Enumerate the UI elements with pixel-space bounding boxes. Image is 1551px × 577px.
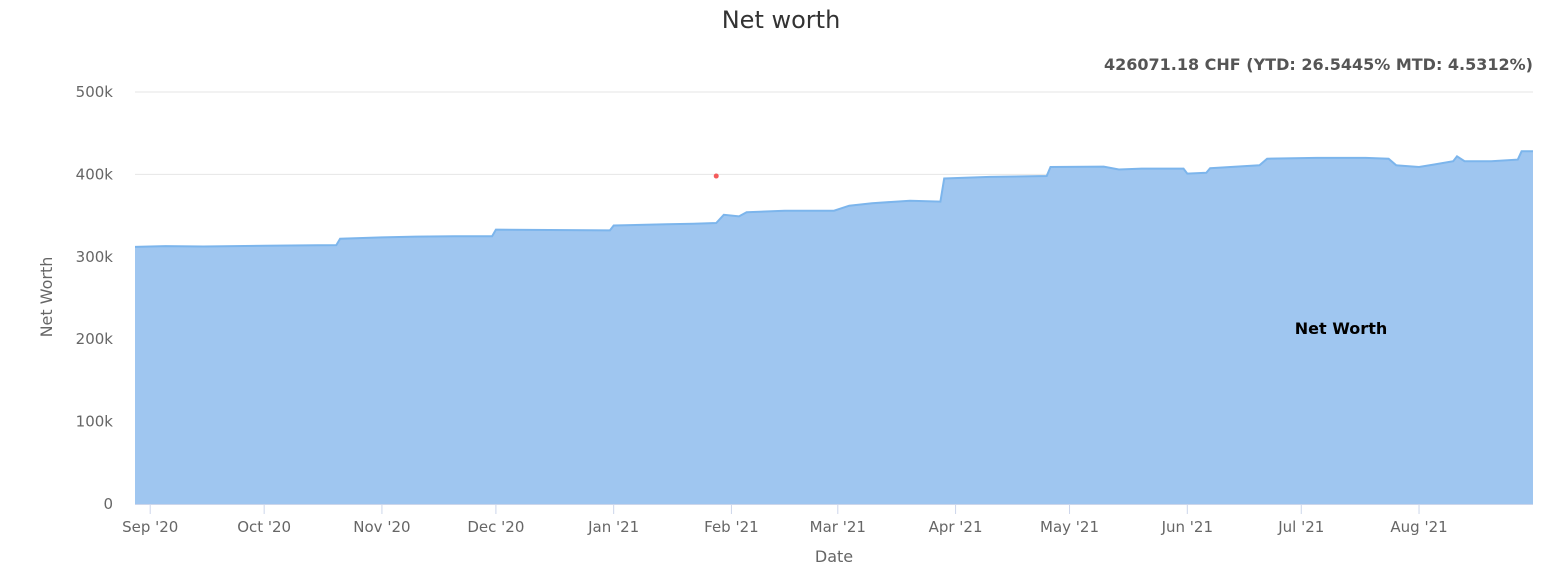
y-tick-label: 500k	[76, 83, 114, 101]
x-tick-label: Aug '21	[1390, 518, 1447, 536]
x-tick-label: Apr '21	[929, 518, 983, 536]
y-tick-label: 300k	[76, 248, 114, 266]
x-tick-label: Nov '20	[353, 518, 410, 536]
x-axis-title: Date	[815, 547, 853, 566]
series-label: Net Worth	[1295, 319, 1387, 338]
x-tick-label: Sep '20	[122, 518, 178, 536]
y-axis-ticks: 0 100k 200k 300k 400k 500k	[76, 83, 114, 513]
x-tick-label: Oct '20	[237, 518, 291, 536]
x-tick-label: Jun '21	[1161, 518, 1213, 536]
data-marker	[713, 173, 719, 179]
x-tick-label: May '21	[1040, 518, 1099, 536]
x-tick-label: Feb '21	[704, 518, 759, 536]
y-tick-label: 0	[103, 495, 113, 513]
plot-area[interactable]	[134, 150, 1533, 505]
x-tick-label: Jul '21	[1277, 518, 1324, 536]
chart-title: Net worth	[722, 6, 841, 34]
y-tick-label: 400k	[76, 165, 114, 183]
x-tick-label: Mar '21	[810, 518, 866, 536]
y-axis-title: Net Worth	[37, 257, 56, 338]
x-tick-label: Dec '20	[467, 518, 524, 536]
series-area	[135, 151, 1533, 505]
y-tick-label: 200k	[76, 330, 114, 348]
net-worth-summary: 426071.18 CHF (YTD: 26.5445% MTD: 4.5312…	[1104, 55, 1533, 74]
x-axis-ticks: Sep '20 Oct '20 Nov '20 Dec '20 Jan '21 Feb '…	[122, 504, 1533, 536]
series-line	[134, 150, 1533, 248]
x-tick-label: Jan '21	[587, 518, 639, 536]
y-tick-label: 100k	[76, 413, 114, 431]
